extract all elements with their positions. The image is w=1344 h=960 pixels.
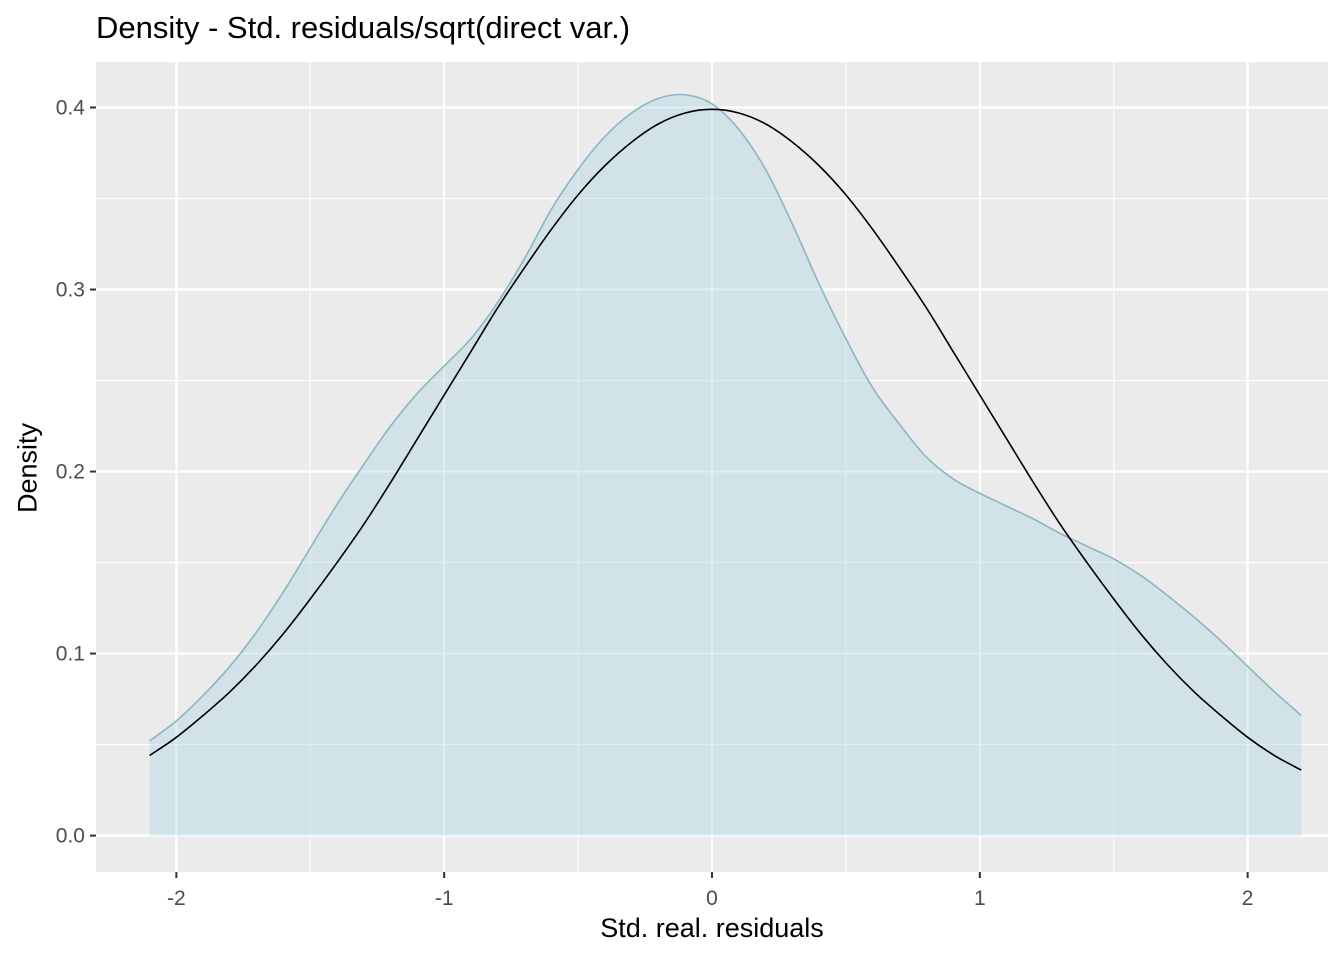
density-area <box>149 94 1302 836</box>
x-tick-label: 2 <box>1242 887 1254 910</box>
x-tick-label: 1 <box>974 887 986 910</box>
y-tick-label: 0.1 <box>56 643 85 666</box>
y-tick-label: 0.0 <box>56 825 85 848</box>
x-tick-label: 0 <box>706 887 718 910</box>
chart-title: Density - Std. residuals/sqrt(direct var… <box>96 10 631 45</box>
density-outline <box>149 93 1302 742</box>
y-axis-ticks: 0.0 0.1 0.2 0.3 0.4 <box>56 97 96 848</box>
x-axis-label: Std. real. residuals <box>600 913 824 943</box>
normal-curve-line <box>149 108 1302 771</box>
y-tick-label: 0.4 <box>56 97 86 120</box>
y-axis-label: Density <box>12 422 43 514</box>
y-tick-label: 0.2 <box>56 461 85 484</box>
x-tick-label: -2 <box>167 887 186 910</box>
x-axis-ticks: -2 -1 0 1 2 <box>167 872 1253 910</box>
x-tick-label: -1 <box>435 887 454 910</box>
series-layer <box>149 93 1302 836</box>
grid-major <box>96 62 1328 872</box>
y-tick-label: 0.3 <box>56 279 85 302</box>
